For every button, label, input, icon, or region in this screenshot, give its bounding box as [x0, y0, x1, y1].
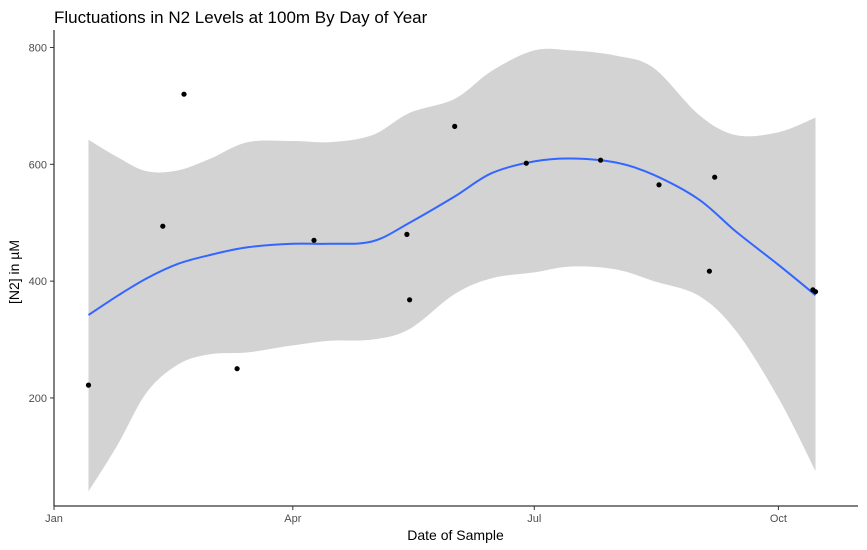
data-point [706, 268, 713, 274]
x-tick-label: Jan [45, 513, 63, 525]
data-point [598, 157, 604, 163]
smooth-line [87, 157, 817, 316]
smooth-line-layer [87, 157, 817, 316]
data-point [712, 174, 718, 180]
data-point [160, 223, 166, 229]
confidence-band-layer [88, 48, 816, 492]
y-tick-label: 200 [29, 393, 47, 405]
y-axis-title: [N2] in µM [6, 240, 22, 304]
data-point [452, 123, 458, 129]
data-points-layer [85, 91, 819, 388]
data-point [311, 237, 317, 243]
axes: 200 400 600 800 Jan Apr Jul Oct [29, 30, 858, 525]
y-tick-label: 800 [29, 43, 47, 55]
data-point [523, 160, 529, 166]
confidence-band [88, 48, 816, 492]
data-point [85, 382, 92, 388]
data-point [234, 366, 240, 372]
data-point [181, 91, 187, 97]
y-tick-label: 400 [29, 276, 47, 288]
x-axis-title: Date of Sample [407, 527, 504, 543]
data-point [404, 231, 410, 237]
data-point [812, 289, 819, 295]
data-point [656, 182, 662, 188]
x-tick-label: Apr [284, 513, 301, 525]
y-tick-label: 600 [29, 159, 47, 171]
x-tick-label: Oct [770, 513, 787, 525]
data-point [407, 297, 413, 303]
chart-title: Fluctuations in N2 Levels at 100m By Day… [54, 8, 428, 27]
x-tick-label: Jul [527, 513, 541, 525]
